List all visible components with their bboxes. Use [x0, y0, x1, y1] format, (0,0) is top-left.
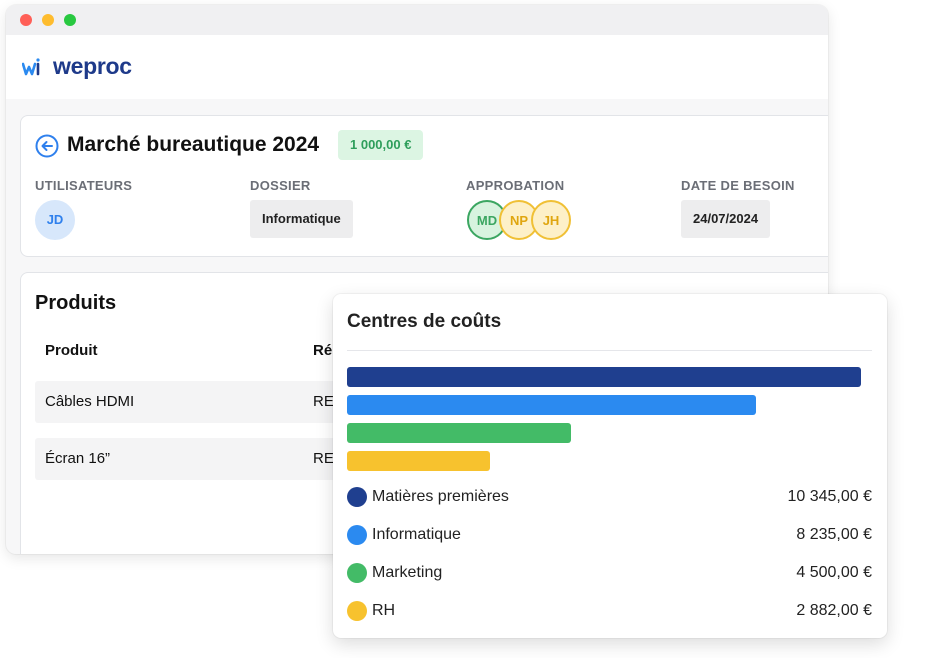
legend-name: Marketing [372, 564, 443, 581]
legend-amount: 2 882,00 € [796, 602, 872, 619]
legend-dot [347, 601, 367, 621]
legend-name: Matières premières [372, 488, 509, 505]
product-reference: RE [313, 450, 334, 467]
arrow-left-circle-icon[interactable] [35, 134, 59, 158]
window-close-button[interactable] [20, 14, 32, 26]
products-title: Produits [35, 292, 117, 314]
column-header-product: Produit [45, 342, 98, 359]
legend-name: Informatique [372, 526, 461, 543]
window-minimize-button[interactable] [42, 14, 54, 26]
legend-dot [347, 525, 367, 545]
divider [347, 350, 872, 351]
page-title: Marché bureautique 2024 [67, 133, 320, 156]
cost-bar-rh[interactable] [347, 451, 490, 471]
product-name: Câbles HDMI [45, 393, 135, 410]
legend-item: Marketing 4 500,00 € [347, 561, 872, 585]
amount-badge: 1 000,00 € [338, 130, 424, 160]
cost-centers-card: Centres de coûts Matières premières 10 3… [333, 294, 887, 638]
cost-bar-informatique[interactable] [347, 395, 756, 415]
folder-chip[interactable]: Informatique [250, 200, 353, 238]
cost-bar-matieres-premieres[interactable] [347, 367, 861, 387]
approval-label: APPROBATION [466, 178, 565, 193]
request-summary-card: Marché bureautique 2024 1 000,00 € UTILI… [20, 115, 828, 257]
user-avatar[interactable]: JD [35, 200, 75, 240]
window-titlebar [6, 5, 828, 35]
brand-name[interactable]: weproc [53, 53, 132, 79]
users-label: UTILISATEURS [35, 178, 133, 193]
column-header-reference: Ré [313, 342, 333, 359]
legend-amount: 10 345,00 € [787, 488, 872, 505]
need-date-label: DATE DE BESOIN [681, 178, 795, 193]
product-reference: RE [313, 393, 334, 410]
legend-amount: 4 500,00 € [796, 564, 872, 581]
need-date-chip[interactable]: 24/07/2024 [681, 200, 771, 238]
window-maximize-button[interactable] [64, 14, 76, 26]
weproc-logo-icon [22, 58, 40, 76]
legend-name: RH [372, 602, 396, 619]
cost-bar-marketing[interactable] [347, 423, 571, 443]
cost-centers-title: Centres de coûts [347, 311, 502, 332]
product-name: Écran 16” [45, 450, 111, 467]
legend-amount: 8 235,00 € [796, 526, 872, 543]
folder-label: DOSSIER [250, 178, 311, 193]
legend-item: Matières premières 10 345,00 € [347, 485, 872, 509]
app-header: weproc [6, 35, 828, 99]
legend-item: RH 2 882,00 € [347, 599, 872, 623]
legend-dot [347, 487, 367, 507]
approver-avatar-pending[interactable]: JH [531, 200, 571, 240]
legend-dot [347, 563, 367, 583]
legend-item: Informatique 8 235,00 € [347, 523, 872, 547]
